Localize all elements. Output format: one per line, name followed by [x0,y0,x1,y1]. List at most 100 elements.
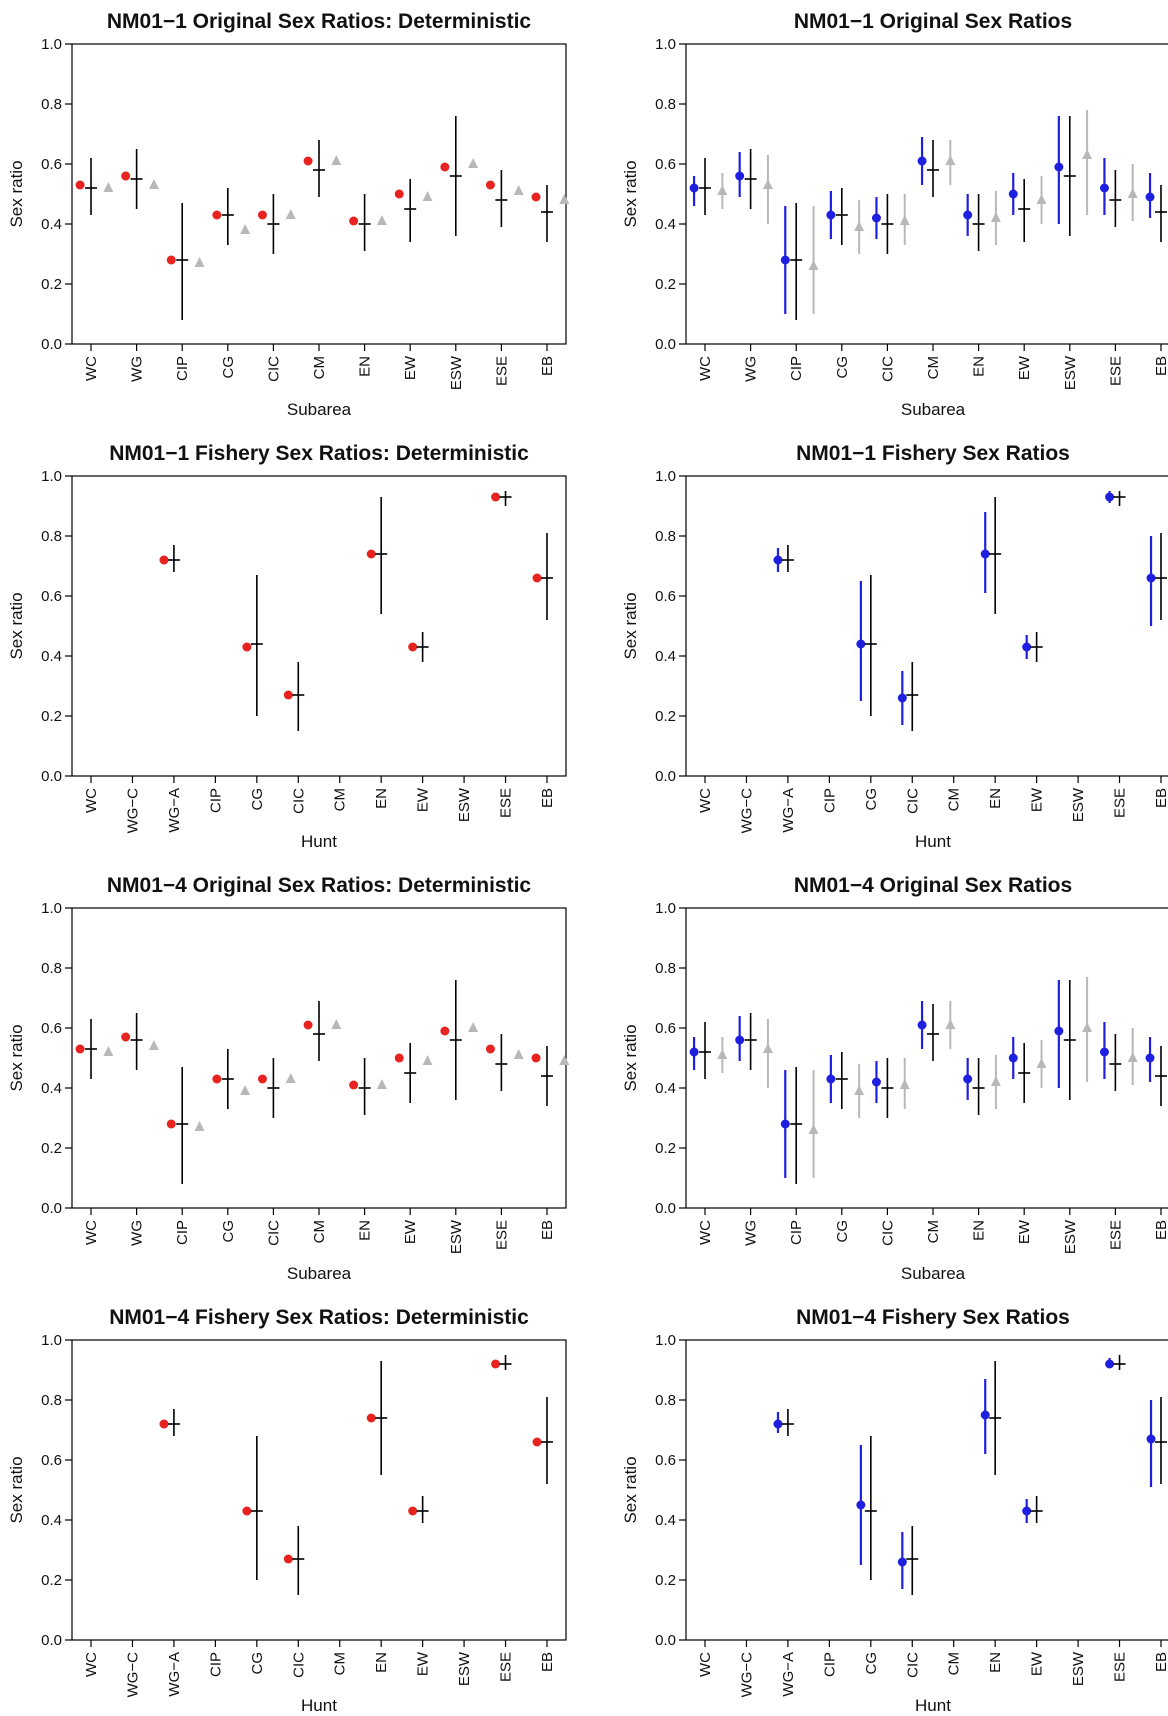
comparison-triangle [468,1022,479,1032]
x-tick-label: ESW [456,787,473,822]
comparison-triangle [513,185,524,195]
x-tick-label: CIC [265,1220,282,1246]
deterministic-point [166,255,176,265]
y-tick-label: 0.4 [655,648,676,665]
y-tick-label: 0.2 [655,708,676,725]
x-tick-label: WC [697,356,714,381]
x-tick-label: EN [987,788,1004,809]
deterministic-point [75,180,85,190]
posterior-point [1146,573,1156,583]
x-tick-label: ESE [1107,1220,1124,1250]
y-tick-label: 0.6 [655,156,676,173]
posterior-point [826,1074,836,1084]
x-tick-label: CIC [290,1652,307,1678]
x-tick-label: WC [697,788,714,813]
posterior-point [1054,162,1064,172]
posterior-point [856,1500,866,1510]
comparison-triangle [240,1085,251,1095]
x-tick-label: WC [83,356,100,381]
x-tick-label: ESE [493,356,510,386]
posterior-point [897,693,907,703]
x-tick-label: WC [83,788,100,813]
comparison-triangle [194,1121,205,1131]
x-axis-label: Hunt [915,832,951,851]
x-axis-label: Subarea [901,1264,966,1283]
posterior-point [773,1419,783,1429]
x-tick-label: CIP [788,1220,805,1245]
comparison-triangle [285,1073,296,1083]
x-tick-label: ESW [448,1219,465,1254]
comparison-triangle [854,221,865,231]
deterministic-point [485,180,495,190]
y-axis-label: Sex ratio [7,1024,26,1091]
y-tick-label: 0.8 [655,96,676,113]
y-tick-label: 0.6 [41,1452,62,1469]
posterior-point [1022,642,1032,652]
x-tick-label: ESE [498,788,515,818]
posterior-point [735,171,745,181]
x-axis-label: Subarea [287,1264,352,1283]
comparison-triangle [1127,188,1138,198]
x-tick-label: ESW [456,1651,473,1686]
x-axis-label: Subarea [901,400,966,419]
x-tick-label: CG [863,788,880,811]
comparison-triangle [331,1019,342,1029]
posterior-point [856,639,866,649]
x-tick-label: EW [1029,1651,1046,1676]
comparison-triangle [422,191,433,201]
deterministic-point [212,1074,222,1084]
y-tick-label: 0.8 [41,960,62,977]
deterministic-point [303,156,313,166]
deterministic-point [491,492,501,502]
y-tick-label: 0.8 [41,528,62,545]
deterministic-point [408,642,418,652]
x-tick-label: WG−C [124,1652,141,1698]
posterior-point [871,213,881,223]
x-tick-label: CG [249,1652,266,1675]
posterior-point [1145,192,1155,202]
y-tick-label: 0.6 [655,1020,676,1037]
x-tick-label: EN [971,356,988,377]
plot-frame [685,475,1168,777]
x-tick-label: CG [863,1652,880,1675]
y-axis-label: Sex ratio [621,1024,640,1091]
y-tick-label: 0.4 [41,648,62,665]
posterior-point [980,1410,990,1420]
comparison-triangle [559,194,570,204]
comparison-triangle [808,260,819,270]
comparison-triangle [945,1019,956,1029]
y-tick-label: 0.0 [41,1200,62,1217]
y-tick-label: 1.0 [41,900,62,917]
data-series [159,1355,553,1595]
data-series [75,116,570,320]
comparison-triangle [103,182,114,192]
chart-title: NM01−4 Original Sex Ratios: Deterministi… [107,874,532,897]
comparison-triangle [899,1079,910,1089]
plot-frame [71,1339,567,1641]
x-tick-label: WG−A [166,1652,183,1697]
deterministic-point [75,1044,85,1054]
comparison-triangle [808,1124,819,1134]
posterior-point [735,1035,745,1045]
chart-panel-1: NM01−1 Original Sex Ratios: Deterministi… [7,10,570,419]
x-tick-label: CIC [290,788,307,814]
y-axis-label: Sex ratio [7,1456,26,1523]
posterior-point [917,1020,927,1030]
x-tick-label: CIC [879,1220,896,1246]
y-axis-label: Sex ratio [7,592,26,659]
y-tick-label: 0.4 [41,1512,62,1529]
x-tick-label: WG [743,356,760,382]
x-tick-label: ESW [1070,1651,1087,1686]
chart-panel-8: NM01−4 Fishery Sex Ratios 0.0 0.2 0.4 0.6 0.8… [621,1306,1168,1715]
y-tick-label: 0.8 [655,960,676,977]
deterministic-point [440,162,450,172]
x-tick-label: WG [129,356,146,382]
chart-title: NM01−4 Fishery Sex Ratios: Deterministic [109,1306,529,1329]
x-tick-label: EB [1153,356,1168,376]
x-tick-label: CM [925,356,942,379]
y-axis-label: Sex ratio [621,592,640,659]
x-tick-label: CIP [174,1220,191,1245]
x-tick-label: EW [402,1219,419,1244]
deterministic-point [532,1437,542,1447]
posterior-point [826,210,836,220]
